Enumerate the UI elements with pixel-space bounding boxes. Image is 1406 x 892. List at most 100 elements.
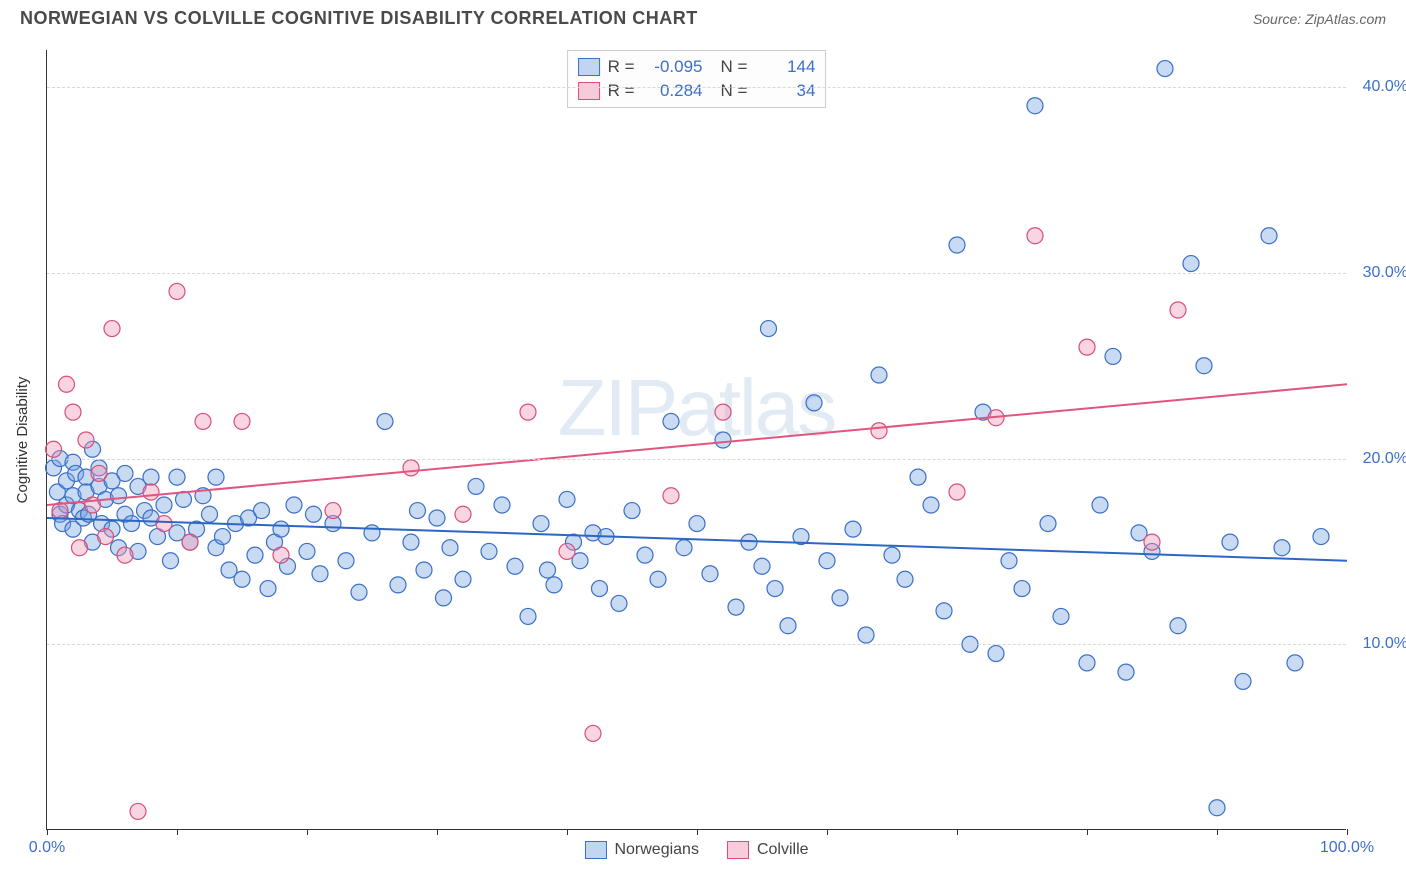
data-point (98, 529, 114, 545)
data-point (520, 404, 536, 420)
data-point (1053, 608, 1069, 624)
data-point (410, 503, 426, 519)
y-axis-label: Cognitive Disability (14, 377, 31, 504)
data-point (1079, 655, 1095, 671)
data-point (299, 543, 315, 559)
data-point (377, 413, 393, 429)
data-point (1144, 534, 1160, 550)
legend-item-colville: Colville (727, 841, 809, 859)
data-point (195, 413, 211, 429)
y-tick-label: 40.0% (1363, 78, 1406, 96)
data-point (351, 584, 367, 600)
data-point (1222, 534, 1238, 550)
data-point (949, 237, 965, 253)
data-point (91, 465, 107, 481)
data-point (455, 571, 471, 587)
chart-title: NORWEGIAN VS COLVILLE COGNITIVE DISABILI… (20, 8, 698, 29)
data-point (72, 540, 88, 556)
data-point (403, 460, 419, 476)
data-point (156, 516, 172, 532)
stats-row-colville: R = 0.284 N = 34 (578, 79, 816, 103)
swatch-blue-icon (584, 841, 606, 859)
data-point (1235, 673, 1251, 689)
data-point (832, 590, 848, 606)
data-point (761, 321, 777, 337)
data-point (182, 534, 198, 550)
data-point (436, 590, 452, 606)
data-point (325, 503, 341, 519)
data-point (871, 367, 887, 383)
data-point (754, 558, 770, 574)
scatter-plot: ZIPatlas R = -0.095 N = 144 R = 0.284 N … (46, 50, 1346, 830)
x-tick (1347, 829, 1348, 835)
data-point (215, 529, 231, 545)
data-point (390, 577, 406, 593)
x-tick (697, 829, 698, 835)
data-point (910, 469, 926, 485)
grid-line (47, 459, 1346, 460)
data-point (897, 571, 913, 587)
data-point (286, 497, 302, 513)
data-point (676, 540, 692, 556)
data-point (117, 547, 133, 563)
data-point (611, 595, 627, 611)
data-point (663, 413, 679, 429)
data-point (1040, 516, 1056, 532)
data-point (1170, 302, 1186, 318)
data-point (689, 516, 705, 532)
data-point (702, 566, 718, 582)
data-point (312, 566, 328, 582)
data-point (234, 413, 250, 429)
data-point (104, 321, 120, 337)
data-point (520, 608, 536, 624)
data-point (481, 543, 497, 559)
data-point (1157, 61, 1173, 77)
data-point (1196, 358, 1212, 374)
data-point (533, 516, 549, 532)
data-point (650, 571, 666, 587)
r-value: 0.284 (643, 81, 703, 101)
data-point (1105, 348, 1121, 364)
data-point (1079, 339, 1095, 355)
data-point (637, 547, 653, 563)
data-point (111, 488, 127, 504)
data-point (884, 547, 900, 563)
data-point (780, 618, 796, 634)
data-point (592, 581, 608, 597)
x-tick (827, 829, 828, 835)
data-point (124, 516, 140, 532)
data-point (260, 581, 276, 597)
data-point (494, 497, 510, 513)
swatch-pink-icon (727, 841, 749, 859)
data-point (1001, 553, 1017, 569)
data-point (559, 491, 575, 507)
data-point (507, 558, 523, 574)
x-tick (567, 829, 568, 835)
y-tick-label: 30.0% (1363, 264, 1406, 282)
data-point (78, 432, 94, 448)
data-point (163, 553, 179, 569)
data-point (1118, 664, 1134, 680)
data-point (1209, 800, 1225, 816)
data-point (871, 423, 887, 439)
trend-line (47, 384, 1347, 505)
data-point (65, 404, 81, 420)
data-point (1170, 618, 1186, 634)
data-point (273, 547, 289, 563)
grid-line (47, 273, 1346, 274)
data-point (468, 478, 484, 494)
data-point (143, 469, 159, 485)
data-point (254, 503, 270, 519)
data-point (338, 553, 354, 569)
data-point (208, 469, 224, 485)
data-point (858, 627, 874, 643)
data-point (949, 484, 965, 500)
stats-row-norwegians: R = -0.095 N = 144 (578, 55, 816, 79)
x-tick (437, 829, 438, 835)
data-point (1014, 581, 1030, 597)
data-point (1313, 529, 1329, 545)
data-point (1183, 256, 1199, 272)
bottom-legend: Norwegians Colville (584, 841, 808, 859)
swatch-pink-icon (578, 82, 600, 100)
data-point (202, 506, 218, 522)
